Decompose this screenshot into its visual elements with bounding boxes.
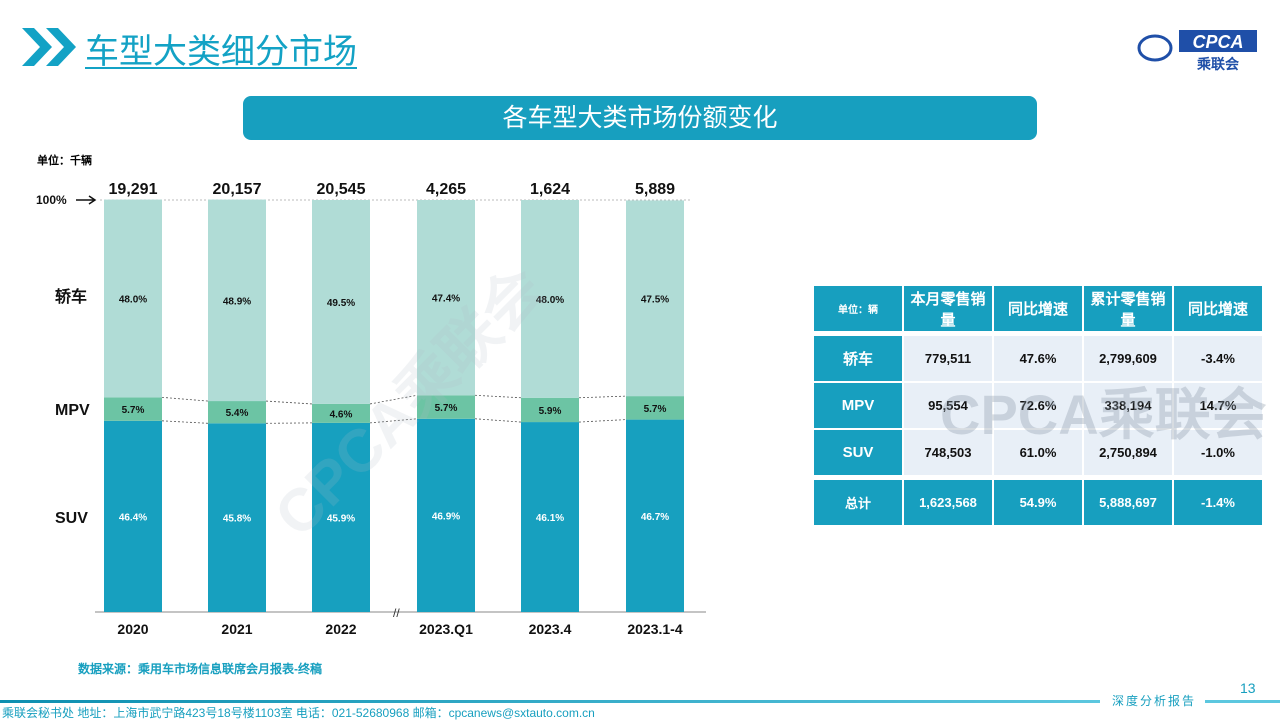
series-label-SUV: SUV <box>55 510 88 527</box>
svg-text:CPCA: CPCA <box>1192 32 1243 52</box>
chart-banner-title: 各车型大类市场份额变化 <box>243 96 1037 140</box>
header-monthly: 本月零售销量 <box>904 286 992 331</box>
total-label: 1,624 <box>530 181 570 198</box>
header-cum-yoy: 同比增速 <box>1174 286 1262 331</box>
header-cumulative: 累计零售销量 <box>1084 286 1172 331</box>
cell: 2,799,609 <box>1084 336 1172 381</box>
connector-line <box>475 419 521 422</box>
header-yoy: 同比增速 <box>994 286 1082 331</box>
x-tick-label: 2020 <box>117 621 148 637</box>
bar-label: 46.9% <box>432 511 460 522</box>
row-label: SUV <box>814 430 902 475</box>
bar-label: 5.9% <box>539 406 562 417</box>
connector-line <box>579 396 626 398</box>
cell: 338,194 <box>1084 383 1172 428</box>
cell: -1.0% <box>1174 430 1262 475</box>
cell: 47.6% <box>994 336 1082 381</box>
top-marker: 100% <box>36 193 67 207</box>
total-label: 5,889 <box>635 181 675 198</box>
connector-line <box>162 421 208 423</box>
table-header-row: 单位：辆 本月零售销量 同比增速 累计零售销量 同比增速 <box>814 286 1262 331</box>
cell: 5,888,697 <box>1084 480 1172 525</box>
bar-label: 46.1% <box>536 513 564 524</box>
bar-label: 46.4% <box>119 512 147 523</box>
page-number: 13 <box>1240 680 1256 696</box>
bar-label: 5.7% <box>644 404 667 415</box>
x-tick-label: 2023.4 <box>529 621 572 637</box>
footer-tag: 深度分析报告 <box>1112 692 1196 709</box>
bar-label: 45.8% <box>223 514 251 525</box>
total-label: 4,265 <box>426 181 466 198</box>
row-label: MPV <box>814 383 902 428</box>
cell: 95,554 <box>904 383 992 428</box>
chevrons-icon <box>22 28 82 68</box>
cell: -3.4% <box>1174 336 1262 381</box>
bar-label: 48.0% <box>119 294 147 305</box>
cell: 779,511 <box>904 336 992 381</box>
stacked-bar-chart: // 46.4% 5.7% 48.0% 19,291 2020 45.8% 5.4% 48.9%… <box>0 160 720 650</box>
bar-label: 49.5% <box>327 298 355 309</box>
total-label: 20,545 <box>317 181 366 198</box>
footer-contact: 乘联会秘书处 地址：上海市武宁路423号18号楼1103室 电话：021-526… <box>2 704 595 721</box>
bar-label: 46.7% <box>641 512 669 523</box>
chart-watermark: CPCA乘联会 <box>262 254 557 549</box>
bar-label: 5.7% <box>122 405 145 416</box>
cell: 2,750,894 <box>1084 430 1172 475</box>
cell: -1.4% <box>1174 480 1262 525</box>
x-tick-label: 2021 <box>221 621 252 637</box>
bar-label: 5.4% <box>226 408 249 419</box>
series-label-MPV: MPV <box>55 402 90 419</box>
connector-line <box>475 395 521 397</box>
connector-line <box>162 397 208 401</box>
x-tick-label: 2023.Q1 <box>419 621 473 637</box>
cell: 1,623,568 <box>904 480 992 525</box>
arrow-icon <box>76 196 95 204</box>
total-label: 19,291 <box>109 181 158 198</box>
row-label: 轿车 <box>814 336 902 381</box>
x-tick-label: 2023.1-4 <box>627 621 682 637</box>
cpca-logo: CPCA 乘联会 <box>1135 26 1260 72</box>
bar-label: 48.9% <box>223 296 251 307</box>
bar-label: 47.4% <box>432 294 460 305</box>
connector-line <box>266 401 312 404</box>
cell: 748,503 <box>904 430 992 475</box>
page-title: 车型大类细分市场 <box>85 24 357 73</box>
cell: 54.9% <box>994 480 1082 525</box>
connector-line <box>579 420 626 422</box>
x-tick-label: 2022 <box>325 621 356 637</box>
total-label: 20,157 <box>213 181 262 198</box>
table-unit: 单位：辆 <box>814 286 902 331</box>
svg-text:乘联会: 乘联会 <box>1196 56 1240 72</box>
series-label-轿车: 轿车 <box>55 287 87 306</box>
cell: 72.6% <box>994 383 1082 428</box>
footer-divider <box>0 700 1100 703</box>
row-label: 总计 <box>814 480 902 525</box>
cell: 14.7% <box>1174 383 1262 428</box>
axis-break-mark: // <box>393 606 400 620</box>
data-source: 数据来源：乘用车市场信息联席会月报表-终稿 <box>78 660 322 677</box>
bar-label: 47.5% <box>641 294 669 305</box>
footer-divider-right <box>1205 700 1280 703</box>
cell: 61.0% <box>994 430 1082 475</box>
